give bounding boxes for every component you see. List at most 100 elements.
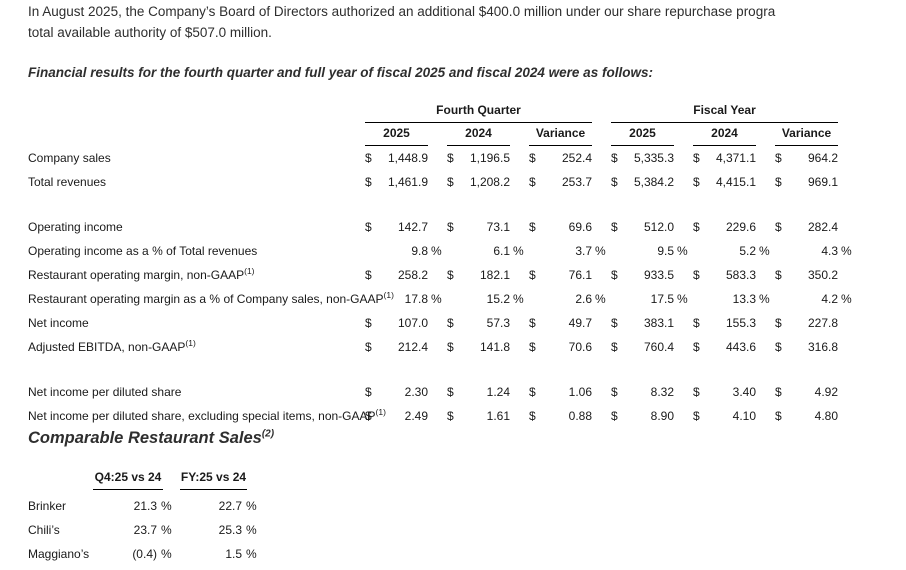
footnote-marker-1: (1) [383,290,394,300]
cell-value: 583.3 [725,268,756,282]
cell-value: 227.8 [807,316,838,330]
suffix-placeholder [756,220,775,234]
cell-value: (0.4) [132,547,157,561]
row-label: Total revenues [28,175,107,189]
table-row: Total revenues $1,461.9 $1,208.2 $253.7 $5,3… [28,170,906,194]
row-label: Brinker [28,499,67,513]
row-label: Adjusted EBITDA, non-GAAP(1) [28,338,196,354]
value-cell: $142.7 [365,220,447,234]
table-row: Operating income $142.7 $73.1 $69.6 $512.0 $2… [28,215,906,239]
suffix-placeholder [674,175,693,189]
dollar-sign: $ [693,220,700,234]
percent-sign: % [513,244,524,258]
dollar-sign: $ [447,316,454,330]
row-label: Net income per diluted share [28,385,182,399]
suffix-placeholder [510,175,529,189]
financial-results-table: Fourth Quarter Fiscal Year 2025 2024 Var… [28,101,906,428]
table-row: Net income per diluted share $2.30 $1.24 $1… [28,380,906,404]
value-cell: $1,448.9 [365,151,447,165]
value-cell: $49.7 [529,316,611,330]
cell-value: 73.1 [486,220,510,234]
suffix-placeholder [838,151,857,165]
table-row: Restaurant operating margin as a % of Co… [28,287,906,311]
cell-value: 512.0 [643,220,674,234]
cell-value: 282.4 [807,220,838,234]
suffix-placeholder [674,316,693,330]
footnote-marker-1: (1) [185,338,196,348]
percent-sign: % [759,244,770,258]
dollar-sign: $ [775,268,782,282]
dollar-sign: $ [365,268,372,282]
dollar-sign: $ [775,151,782,165]
value-cell: $5,335.3 [611,151,693,165]
cell-value: 4.3 [821,244,838,258]
suffix-placeholder [510,151,529,165]
percent-sign: % [677,244,688,258]
column-header-row: 2025 2024 Variance 2025 2024 Variance [28,126,906,146]
value-cell: $2.49 [365,409,447,423]
value-cell: $969.1 [775,175,857,189]
value-cell: $316.8 [775,340,857,354]
suffix-placeholder [592,316,611,330]
row-label: Operating income as a % of Total revenue… [28,244,258,258]
dollar-sign: $ [529,220,536,234]
suffix-placeholder [838,385,857,399]
value-cell: 9.5% [611,244,693,258]
percent-sign: % [161,499,172,513]
suffix-placeholder [838,268,857,282]
cell-value: 17.5 [650,292,674,306]
dollar-sign: $ [447,175,454,189]
cell-value: 6.1 [493,244,510,258]
dollar-sign: $ [529,340,536,354]
table-row: Maggiano’s (0.4)% 1.5% [28,542,906,566]
cell-value: 1,461.9 [387,175,428,189]
percent-sign: % [431,292,442,306]
footnote-marker-2: (2) [261,428,275,440]
cell-value: 8.90 [650,409,674,423]
percent-sign: % [161,547,172,561]
value-cell: $227.8 [775,316,857,330]
cell-value: 316.8 [807,340,838,354]
suffix-placeholder [592,151,611,165]
dollar-sign: $ [365,409,372,423]
cell-value: 21.3 [133,499,157,513]
suffix-placeholder [756,409,775,423]
dollar-sign: $ [775,220,782,234]
suffix-placeholder [428,175,447,189]
suffix-placeholder [510,268,529,282]
percent-sign: % [246,499,257,513]
value-cell: $443.6 [693,340,775,354]
comparable-header-gap [163,470,180,490]
value-cell: 6.1% [447,244,529,258]
column-header-fy-2025: 2025 [611,126,674,146]
column-group-fiscal-year: Fiscal Year [611,103,838,123]
value-cell: 2.6% [529,292,611,306]
cell-value: 0.88 [568,409,592,423]
dollar-sign: $ [775,409,782,423]
column-header-fy-2024: 2024 [693,126,756,146]
percent-sign: % [595,244,606,258]
value-cell: $1,208.2 [447,175,529,189]
suffix-placeholder [674,220,693,234]
column-header-cell: Variance [775,126,857,146]
dollar-sign: $ [365,385,372,399]
cell-value: 107.0 [397,316,428,330]
value-cell: $0.88 [529,409,611,423]
cell-value: 258.2 [397,268,428,282]
cell-value: 4.92 [814,385,838,399]
cell-value: 17.8 [404,292,428,306]
percent-sign: % [246,523,257,537]
suffix-placeholder [838,409,857,423]
dollar-sign: $ [775,340,782,354]
suffix-placeholder [428,385,447,399]
cell-value: 2.30 [404,385,428,399]
suffix-placeholder [674,340,693,354]
cell-value: 25.3 [218,523,242,537]
suffix-placeholder [592,268,611,282]
suffix-placeholder [428,151,447,165]
value-cell: 1.5% [180,547,258,561]
suffix-placeholder [510,409,529,423]
suffix-placeholder [510,220,529,234]
cell-value: 1.5 [225,547,242,561]
